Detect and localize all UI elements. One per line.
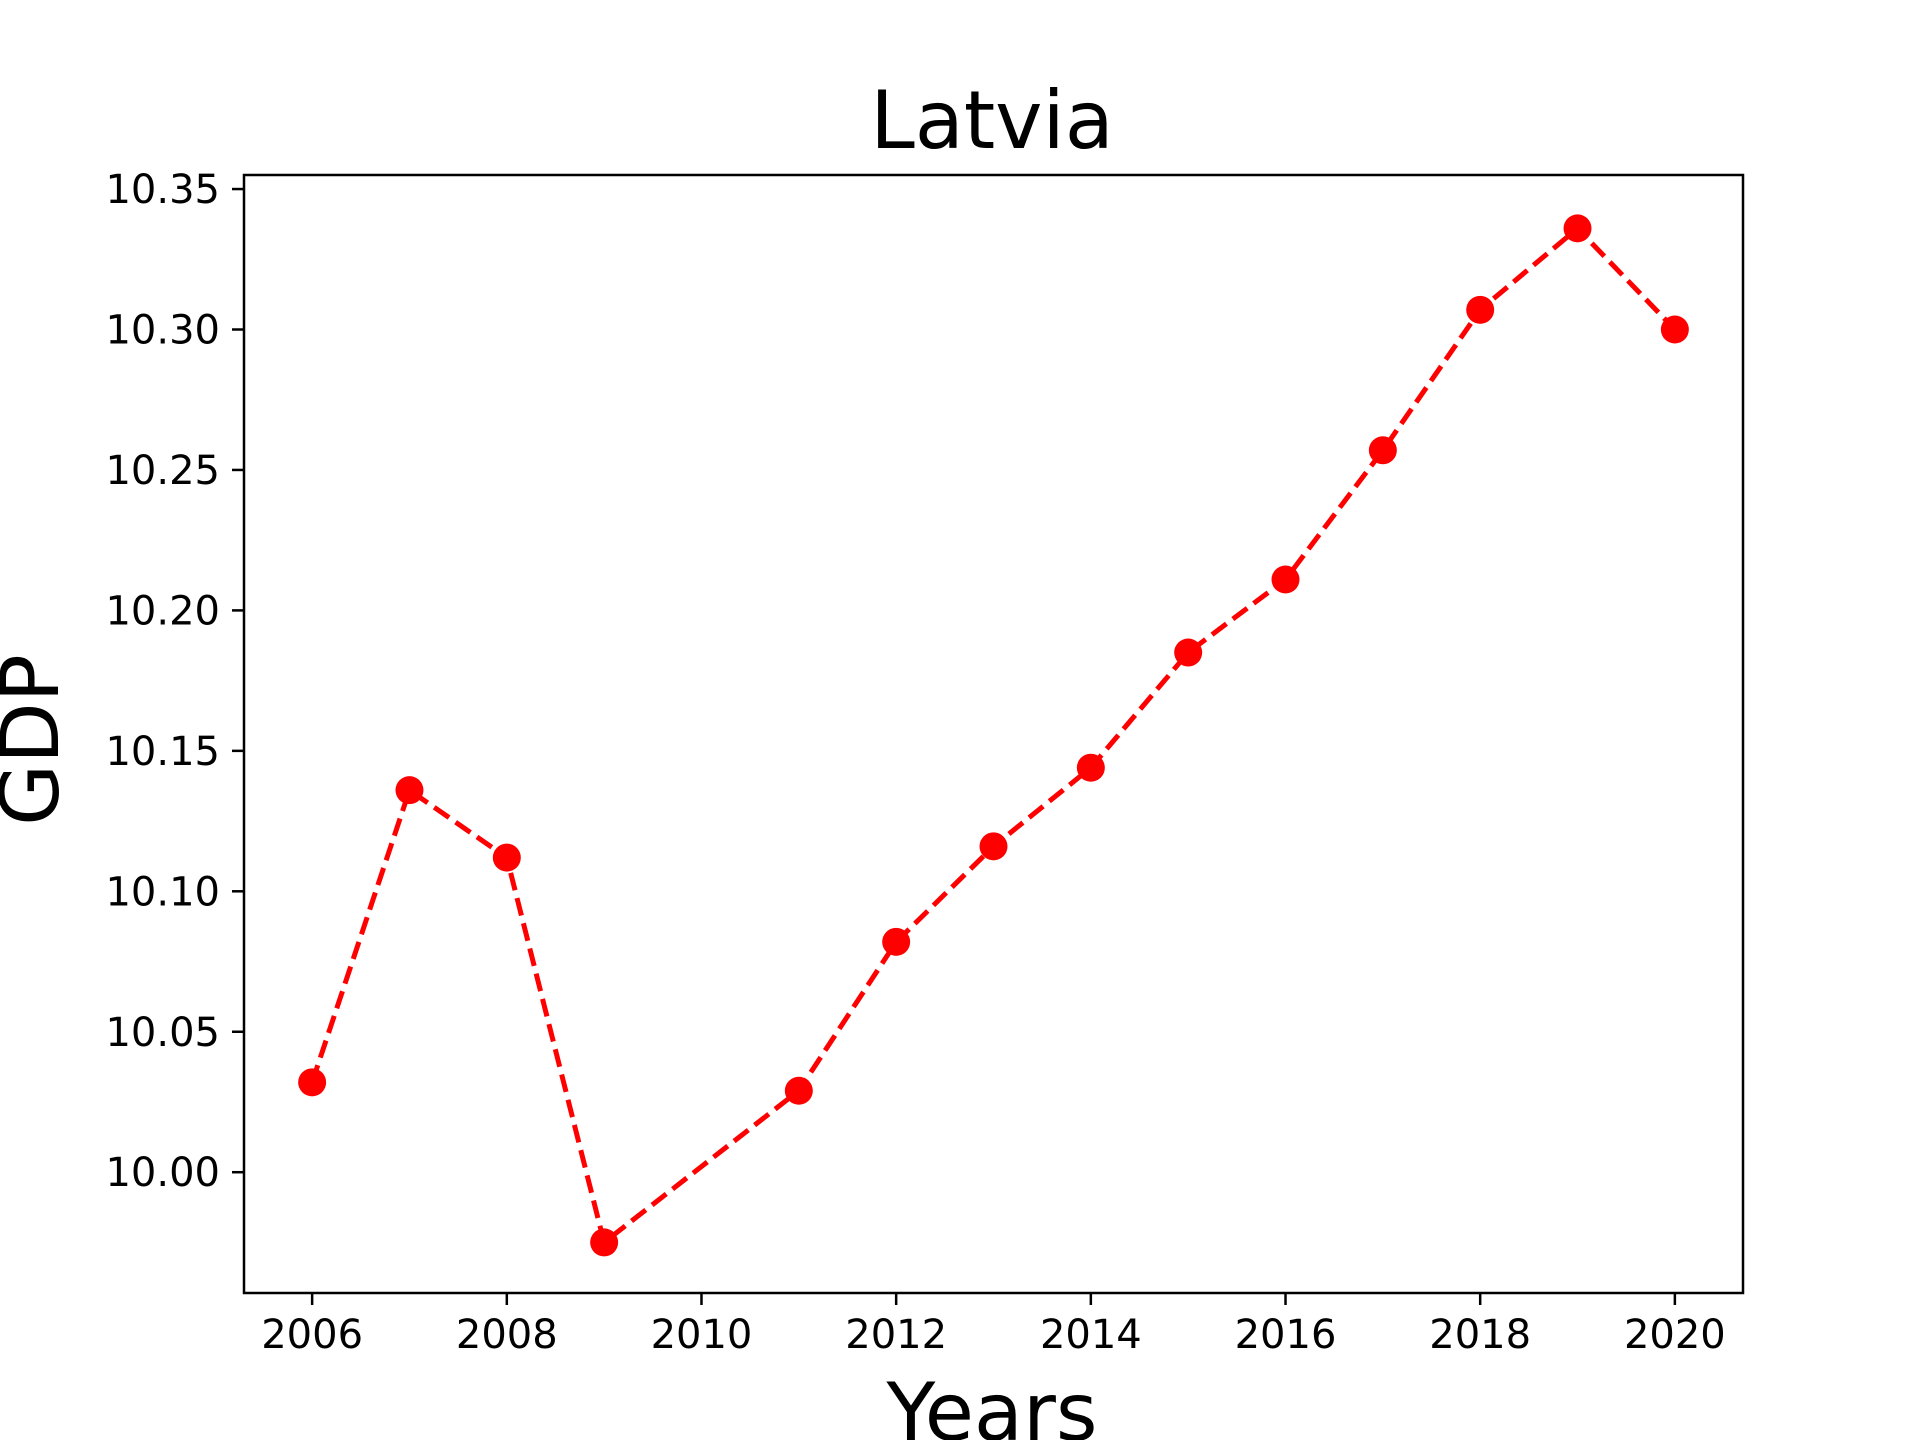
x-tick-label: 2008 [456, 1312, 558, 1358]
y-tick-label: 10.35 [105, 167, 220, 213]
plot-frame [242, 173, 1745, 1295]
data-point [1368, 436, 1397, 465]
data-point [492, 843, 521, 872]
x-tick-label: 2016 [1235, 1312, 1337, 1358]
data-point [1174, 638, 1203, 667]
x-tick-label: 2006 [261, 1312, 363, 1358]
series-line [309, 225, 1677, 1245]
plot-area: 2006 2008 2010 2012 2014 2016 2018 2020 10.00 10.… [105, 167, 1745, 1358]
chart-title: Latvia [870, 74, 1114, 167]
data-point [395, 776, 424, 805]
data-point [1660, 315, 1689, 344]
data-point [1271, 565, 1300, 594]
x-tick-label: 2020 [1624, 1312, 1726, 1358]
y-tick-label: 10.30 [105, 307, 220, 353]
y-axis-title: GDP [0, 654, 77, 826]
y-tick-label: 10.25 [105, 448, 220, 494]
data-point [784, 1076, 813, 1105]
x-tick-label: 2014 [1040, 1312, 1142, 1358]
data-point [1466, 295, 1495, 324]
y-tick-label: 10.15 [105, 729, 220, 775]
y-tick-label: 10.05 [105, 1010, 220, 1056]
data-point [298, 1068, 327, 1097]
data-point [1076, 753, 1105, 782]
data-point [882, 927, 911, 956]
data-point [1563, 214, 1592, 243]
y-tick-label: 10.00 [105, 1150, 220, 1196]
x-tick-label: 2012 [845, 1312, 947, 1358]
x-tick-label: 2018 [1429, 1312, 1531, 1358]
data-point [590, 1228, 619, 1257]
x-tick-label: 2010 [651, 1312, 753, 1358]
y-tick-label: 10.10 [105, 869, 220, 915]
y-tick-label: 10.20 [105, 588, 220, 634]
x-axis-title: Years [885, 1366, 1097, 1440]
data-point [979, 832, 1008, 861]
